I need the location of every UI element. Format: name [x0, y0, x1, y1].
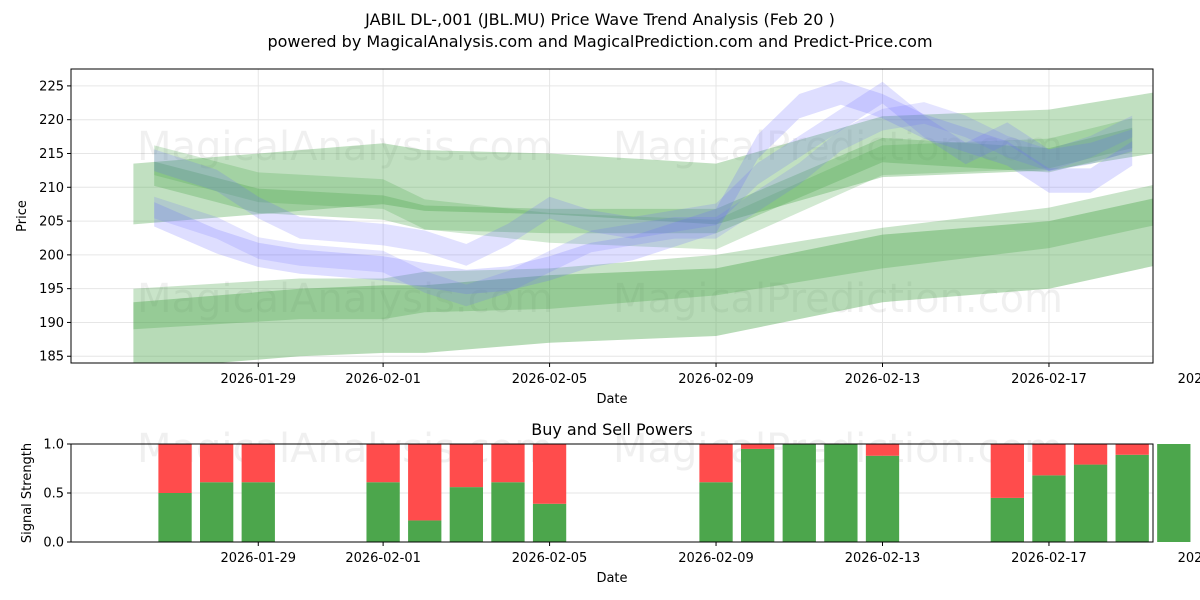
sell-power-bar-12	[865, 444, 900, 456]
price-x-tick-label-1: 2026-02-01	[345, 372, 421, 387]
price-y-tick-label-1: 190	[39, 316, 64, 331]
sell-power-bar-8	[699, 444, 733, 483]
watermark-top-right: MagicalPrediction.com	[613, 124, 1063, 170]
buy-power-bar-7	[532, 503, 567, 542]
price-wave-panel: MagicalAnalysis.com MagicalPrediction.co…	[15, 68, 1200, 407]
chart-title: JABIL DL-,001 (JBL.MU) Price Wave Trend …	[364, 10, 835, 29]
sell-power-bar-3	[366, 444, 400, 483]
buy-power-bar-11	[824, 444, 858, 542]
signal-x-tick-label-1: 2026-02-01	[345, 551, 421, 566]
signal-x-tick-label-3: 2026-02-09	[678, 551, 754, 566]
price-plot-area	[71, 69, 1153, 363]
signal-x-tick-label-5: 2026-02-17	[1011, 551, 1087, 566]
signal-x-tick-label-0: 2026-01-29	[220, 551, 296, 566]
price-y-tick-label-2: 195	[39, 282, 64, 297]
buy-power-bar-14	[1032, 475, 1066, 542]
price-x-tick-label-6: 2026-02-21	[1178, 372, 1200, 387]
price-y-tick-label-6: 215	[39, 147, 64, 162]
signal-y-tick-label-1: 0.5	[43, 487, 64, 502]
price-y-tick-label-0: 185	[39, 350, 64, 365]
sell-power-bar-7	[532, 444, 567, 504]
buy-power-bar-2	[241, 482, 275, 542]
green-wave-band-2	[133, 92, 1153, 225]
signal-y-label: Signal Strength	[20, 443, 35, 543]
sell-power-bar-15	[1073, 444, 1108, 465]
sell-power-bar-13	[990, 444, 1024, 498]
watermark-mid-left: MagicalAnalysis.com	[137, 276, 553, 322]
price-x-label: Date	[596, 392, 627, 407]
sell-power-bar-0	[158, 444, 192, 493]
buy-power-bar-13	[990, 497, 1024, 542]
buy-sell-title: Buy and Sell Powers	[531, 420, 693, 439]
signal-x-label: Date	[596, 571, 627, 586]
buy-power-bar-6	[491, 482, 525, 542]
buy-sell-panel: Buy and Sell Powers MagicalAnalysis.com …	[20, 420, 1200, 586]
buy-power-bar-10	[782, 444, 816, 542]
price-y-tick-label-4: 205	[39, 215, 64, 230]
buy-power-bar-1	[200, 482, 234, 542]
price-y-tick-label-5: 210	[39, 181, 64, 196]
blue-wave-band-1	[154, 81, 1133, 266]
buy-power-bar-3	[366, 482, 400, 542]
price-x-tick-label-3: 2026-02-09	[678, 372, 754, 387]
price-plot-frame	[70, 68, 1154, 364]
signal-y-tick-label-0: 0.0	[43, 536, 64, 551]
sell-power-bar-6	[491, 444, 525, 483]
price-y-tick-label-7: 220	[39, 113, 64, 128]
watermark-mid-right: MagicalPrediction.com	[613, 276, 1063, 322]
signal-x-tick-label-6: 2026-02-21	[1178, 551, 1200, 566]
buy-power-bar-5	[449, 487, 483, 542]
price-x-tick-label-0: 2026-01-29	[220, 372, 296, 387]
price-x-tick-label-2: 2026-02-05	[512, 372, 588, 387]
buy-power-bar-17	[1157, 444, 1191, 542]
price-y-tick-label-8: 225	[39, 79, 64, 94]
sell-power-bar-14	[1032, 444, 1066, 476]
green-wave-band-3	[154, 127, 1133, 234]
sell-power-bar-4	[408, 444, 442, 521]
blue-wave-band-0	[154, 80, 1133, 295]
buy-power-bar-16	[1115, 454, 1149, 542]
watermark-bottom-left: MagicalAnalysis.com	[137, 426, 553, 472]
price-x-tick-label-5: 2026-02-17	[1011, 372, 1087, 387]
buy-power-bar-8	[699, 482, 733, 542]
signal-x-tick-label-2: 2026-02-05	[512, 551, 588, 566]
price-x-tick-label-4: 2026-02-13	[845, 372, 921, 387]
chart-subtitle: powered by MagicalAnalysis.com and Magic…	[267, 32, 932, 51]
buy-power-bar-9	[741, 448, 775, 542]
price-y-tick-label-3: 200	[39, 248, 64, 263]
buy-power-bar-0	[158, 493, 192, 542]
sell-power-bar-2	[241, 444, 275, 483]
buy-power-bar-12	[865, 455, 900, 542]
green-wave-band-1	[133, 185, 1153, 330]
buy-power-bar-4	[408, 520, 442, 542]
sell-power-bar-5	[449, 444, 483, 488]
watermark-top-left: MagicalAnalysis.com	[137, 124, 553, 170]
green-wave-band-4	[154, 118, 1133, 250]
sell-power-bar-9	[741, 444, 775, 449]
signal-y-tick-label-2: 1.0	[43, 438, 64, 453]
buy-power-bar-15	[1073, 464, 1108, 542]
price-y-label: Price	[15, 200, 30, 232]
green-wave-band-0	[133, 198, 1153, 363]
sell-power-bar-1	[200, 444, 234, 483]
signal-x-tick-label-4: 2026-02-13	[845, 551, 921, 566]
sell-power-bar-16	[1115, 444, 1149, 455]
